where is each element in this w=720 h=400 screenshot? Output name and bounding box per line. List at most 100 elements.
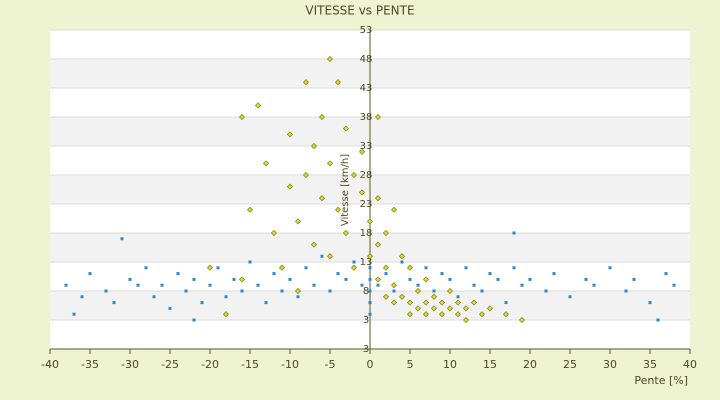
y-tick-label: 3 [363,315,369,326]
point [366,218,374,225]
point [176,272,180,276]
point [334,206,342,213]
point [496,277,500,281]
point [648,301,652,305]
point [326,55,334,63]
point [368,277,372,281]
point [360,283,364,287]
point [398,293,406,300]
x-tick-label: -35 [81,358,99,371]
point [302,171,310,179]
x-tick-label: 30 [603,358,617,371]
x-tick-label: 25 [563,358,577,371]
point [350,171,358,179]
point [168,306,172,310]
point [310,241,318,248]
point [430,293,438,300]
point [448,277,452,281]
point [136,283,140,287]
point [248,260,252,264]
point [88,272,92,276]
x-tick-label: 10 [443,358,457,371]
x-tick-label: -15 [241,358,259,371]
x-tick-label: 5 [407,358,414,371]
point [382,264,390,271]
point [374,276,382,283]
point [624,289,628,293]
point [544,289,548,293]
point [206,264,214,271]
point [256,283,260,287]
point [264,301,268,305]
point [430,305,438,312]
point [104,289,108,293]
y-tick-label: 48 [360,54,373,65]
point [222,311,230,318]
point [398,253,406,260]
point [366,253,374,260]
point [464,266,468,270]
x-tick-label: -40 [41,358,59,371]
x-tick-label: -30 [121,358,139,371]
point [160,283,164,287]
point [390,206,398,213]
point [416,283,420,287]
point [318,195,326,202]
y-tick-label: 18 [360,228,373,239]
point [424,266,428,270]
point [486,305,494,312]
point [344,277,348,281]
point [240,289,244,293]
point [390,299,398,306]
point [238,276,246,283]
y-tick-label: 53 [360,25,373,36]
point [184,289,188,293]
point [320,254,324,258]
point [368,301,372,305]
point [568,295,572,299]
point [406,264,414,271]
x-tick-label: 40 [683,358,697,371]
x-tick-label: -10 [281,358,299,371]
point [80,295,84,299]
point [286,183,294,190]
x-tick-label: 15 [483,358,497,371]
x-tick-label: -25 [161,358,179,371]
point [592,283,596,287]
y-tick-label: 23 [360,199,373,210]
point [286,131,294,138]
point [296,295,300,299]
y-tick-label: 8 [363,286,369,297]
point [278,264,286,271]
x-tick-label: -20 [201,358,219,371]
point [454,299,462,306]
point [376,283,380,287]
point [470,299,478,306]
point [280,289,284,293]
x-axis-title: Pente [%] [634,374,688,387]
point [446,305,454,312]
point [328,289,332,293]
point [350,264,358,271]
point [304,266,308,270]
point [310,142,318,150]
point [342,229,350,237]
point [472,283,476,287]
point [446,287,454,295]
point [238,113,246,121]
point [216,266,220,270]
y-tick-label: 13 [360,257,373,268]
point [512,266,516,270]
point [224,295,228,299]
point [326,253,334,260]
point [152,295,156,299]
point [422,299,430,306]
point [128,277,132,281]
point [334,79,342,86]
point [374,241,382,248]
point [664,272,668,276]
point [302,79,310,86]
x-tick-label: 35 [643,358,657,371]
point [120,237,124,241]
